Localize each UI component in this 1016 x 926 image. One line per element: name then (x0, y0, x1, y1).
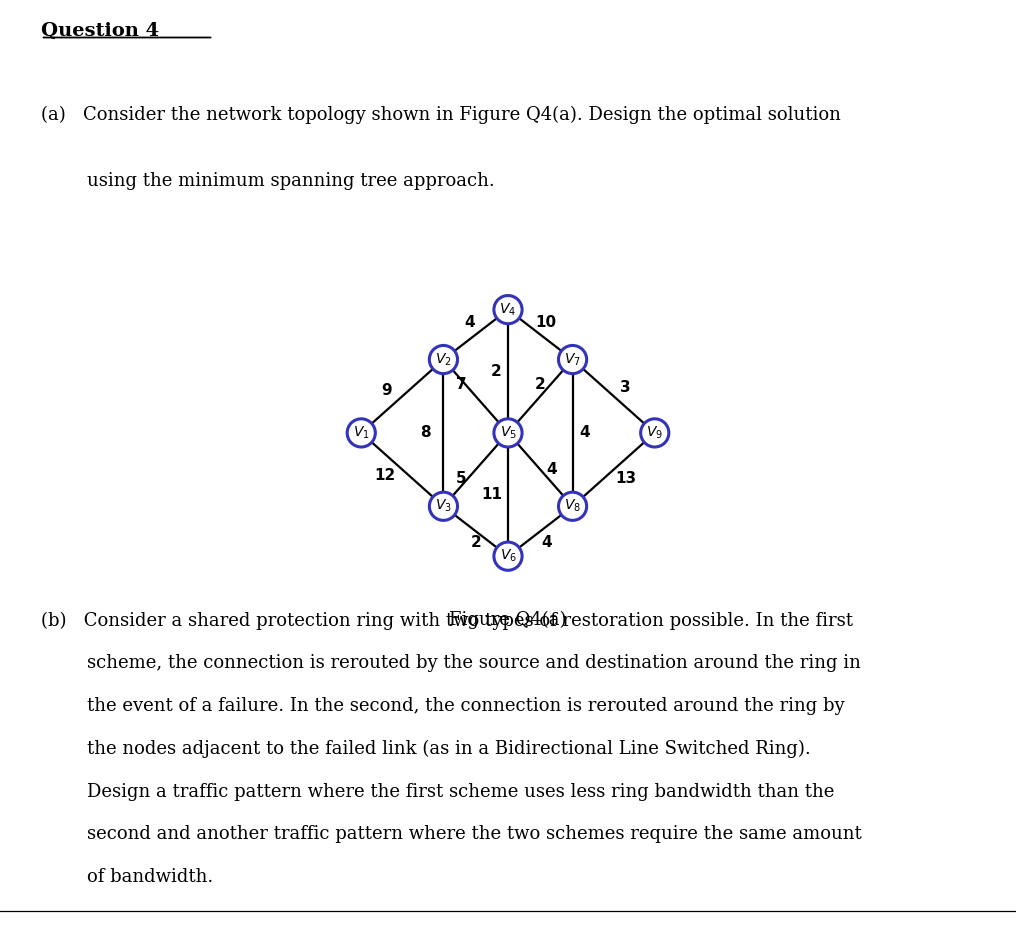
Circle shape (430, 493, 457, 520)
Text: $V_{2}$: $V_{2}$ (435, 351, 452, 368)
Text: 3: 3 (620, 380, 631, 394)
Circle shape (641, 419, 669, 447)
Circle shape (494, 295, 522, 324)
Text: 7: 7 (456, 377, 466, 392)
Text: 11: 11 (482, 487, 502, 502)
Circle shape (494, 419, 522, 447)
Circle shape (494, 542, 522, 570)
Text: 4: 4 (547, 462, 558, 477)
Text: Figure Q4(a): Figure Q4(a) (449, 610, 567, 629)
Text: 2: 2 (491, 364, 502, 379)
Text: 5: 5 (456, 471, 466, 486)
Text: 2: 2 (534, 377, 546, 392)
Text: $V_{6}$: $V_{6}$ (500, 548, 516, 564)
Text: $V_{5}$: $V_{5}$ (500, 425, 516, 441)
Circle shape (430, 345, 457, 373)
Text: scheme, the connection is rerouted by the source and destination around the ring: scheme, the connection is rerouted by th… (41, 654, 861, 672)
Text: (a)   Consider the network topology shown in Figure Q4(a). Design the optimal so: (a) Consider the network topology shown … (41, 106, 840, 124)
Text: 2: 2 (470, 535, 482, 550)
Text: 4: 4 (579, 425, 589, 441)
Text: of bandwidth.: of bandwidth. (41, 869, 213, 886)
Text: the event of a failure. In the second, the connection is rerouted around the rin: the event of a failure. In the second, t… (41, 697, 844, 715)
Text: $V_{9}$: $V_{9}$ (646, 425, 663, 441)
Text: (b)   Consider a shared protection ring with two types of restoration possible. : (b) Consider a shared protection ring wi… (41, 611, 852, 630)
Circle shape (559, 345, 586, 373)
Text: $V_{8}$: $V_{8}$ (564, 498, 581, 515)
Circle shape (347, 419, 375, 447)
Text: 13: 13 (615, 471, 636, 486)
Text: 4: 4 (464, 316, 475, 331)
Text: the nodes adjacent to the failed link (as in a Bidirectional Line Switched Ring): the nodes adjacent to the failed link (a… (41, 740, 811, 758)
Text: $V_{7}$: $V_{7}$ (564, 351, 581, 368)
Text: $V_{3}$: $V_{3}$ (435, 498, 452, 515)
Text: 4: 4 (541, 535, 552, 550)
Text: using the minimum spanning tree approach.: using the minimum spanning tree approach… (41, 172, 495, 190)
Text: 12: 12 (374, 468, 395, 483)
Text: $V_{1}$: $V_{1}$ (353, 425, 370, 441)
Text: $V_{4}$: $V_{4}$ (500, 302, 516, 318)
Text: Design a traffic pattern where the first scheme uses less ring bandwidth than th: Design a traffic pattern where the first… (41, 782, 834, 801)
Text: Question 4: Question 4 (41, 22, 158, 40)
Circle shape (559, 493, 586, 520)
Text: 8: 8 (421, 425, 431, 441)
Text: second and another traffic pattern where the two schemes require the same amount: second and another traffic pattern where… (41, 825, 862, 844)
Text: 9: 9 (381, 382, 391, 398)
Text: 10: 10 (535, 316, 557, 331)
